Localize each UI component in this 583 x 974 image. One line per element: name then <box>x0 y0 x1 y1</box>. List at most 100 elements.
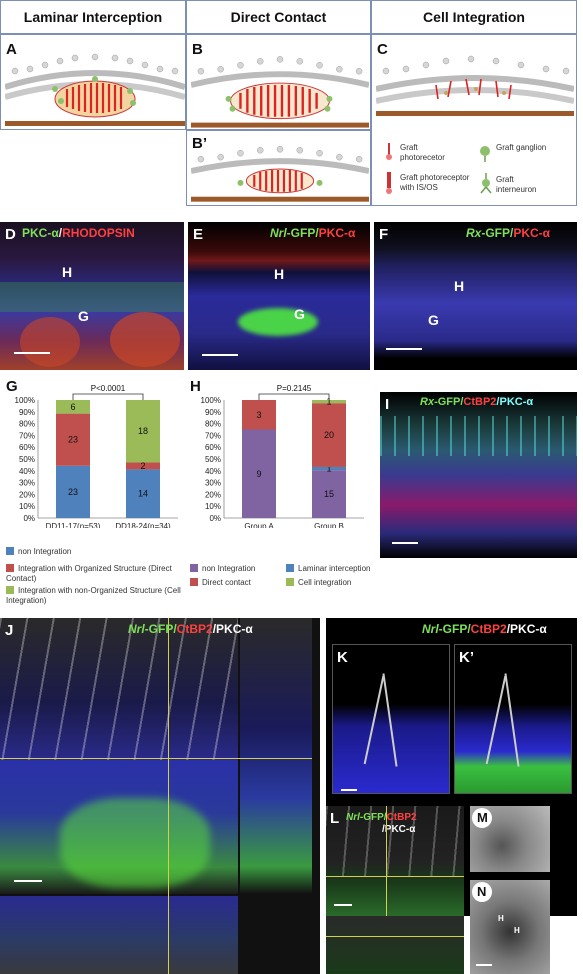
chart-g-bar-segment <box>56 465 90 518</box>
legend-h-laminar: Laminar interception <box>286 564 386 574</box>
panel-letter: F <box>379 226 389 243</box>
chart-h-significance-bracket <box>258 393 330 400</box>
panel-letter: B <box>192 41 203 58</box>
scale-bar <box>392 542 418 544</box>
header-laminar-interception: Laminar Interception <box>0 0 186 34</box>
panel-letter: K’ <box>459 649 474 666</box>
graft-photoreceptor-label: Graft photorecetor <box>400 143 445 162</box>
chart-g-bar-segment <box>126 462 160 470</box>
layer-label-h: H <box>62 264 73 280</box>
chart-h-bar-segment <box>312 403 346 467</box>
scale-bar <box>14 880 42 882</box>
chart-g-x-tick-label: DD18-24(n=34) <box>115 522 171 528</box>
direct-contact-diagram <box>191 56 369 128</box>
direct-contact-variant-diagram <box>191 146 369 202</box>
chart-h-y-tick-label: 90% <box>205 408 221 417</box>
chart-h-y-tick-label: 60% <box>205 443 221 452</box>
graft-photoreceptor-isos-label: Graft photoreceptor with IS/OS <box>400 173 470 192</box>
panel-letter: B’ <box>192 135 207 152</box>
scale-bar <box>334 904 352 906</box>
chart-h-x-tick-label: Group B <box>314 522 344 528</box>
chart-g-bar-value-label: 23 <box>68 487 78 497</box>
chart-h-x-tick-label: Group A <box>244 522 274 528</box>
chart-h: 0% 10% 20% 30% 40% 50% 60% 70% 80% 90% 100% 9 3 Group… <box>201 384 364 528</box>
micrograph-k-prime: K’ <box>454 644 572 794</box>
chart-g-significance-bracket <box>72 393 144 400</box>
panel-letter: G <box>6 378 18 395</box>
chart-h-bar-value-label: 1 <box>326 464 331 474</box>
chart-h-y-tick-label: 10% <box>205 502 221 511</box>
chart-g-y-tick-label: 20% <box>19 490 35 499</box>
panel-letter: L <box>330 810 340 827</box>
chart-g-y-tick-label: 40% <box>19 467 35 476</box>
panel-a-box: A <box>0 34 186 130</box>
em-image-n: N H H <box>470 880 550 974</box>
chart-g-bar-segment <box>126 400 160 463</box>
layer-label-g: G <box>428 312 439 328</box>
stain-label: PKC-α/RHODOPSIN <box>22 226 135 240</box>
chart-g-bar-segment <box>56 413 90 466</box>
panel-c-box: C Graft photorecetor Graft ganglion Graf… <box>371 34 577 206</box>
chart-g-bar-value-label: 6 <box>70 402 75 412</box>
panel-letter: K <box>337 649 348 666</box>
micrograph-k: K <box>332 644 450 794</box>
stain-label: Rx-GFP/PKC-α <box>466 226 551 240</box>
chart-g-x-tick-label: DD11-17(n=53) <box>46 522 101 528</box>
panel-letter: I <box>385 396 390 413</box>
stain-label: Nrl-GFP/CtBP2/PKC-α <box>422 622 547 636</box>
panel-letter: H <box>190 378 201 395</box>
chart-h-y-tick-label: 80% <box>205 420 221 429</box>
stain-label: Nrl-GFP/CtBP2/PKC-α <box>128 622 253 636</box>
chart-h-bar-value-label: 3 <box>256 410 261 420</box>
chart-g-bar-value-label: 2 <box>140 461 145 471</box>
layer-label-h: H <box>274 266 285 282</box>
panel-letter: M <box>477 810 488 825</box>
panel-letter: D <box>5 226 16 243</box>
chart-g-y-tick-label: 100% <box>15 396 35 405</box>
laminar-interception-diagram <box>5 53 185 126</box>
scale-bar <box>386 348 422 350</box>
graft-ganglion-icon <box>480 146 490 162</box>
chart-h-p-value: P=0.2145 <box>277 384 312 393</box>
chart-g-bar-value-label: 23 <box>68 435 78 445</box>
chart-h-bar-segment <box>312 466 346 471</box>
chart-g-y-tick-label: 60% <box>19 443 35 452</box>
chart-g-y-tick-label: 90% <box>19 408 35 417</box>
chart-g-bar-value-label: 14 <box>138 489 148 499</box>
em-image-m: M <box>470 806 550 872</box>
layer-label-g: G <box>78 308 89 324</box>
em-label-h: H <box>514 926 520 935</box>
graft-interneuron-label: Graft interneuron <box>496 175 537 194</box>
chart-g-y-tick-label: 50% <box>19 455 35 464</box>
micrograph-i: I Rx-GFP/CtBP2/PKC-α <box>380 392 577 558</box>
chart-h-bar-segment <box>242 429 276 518</box>
chart-h-bar-segment <box>312 400 346 404</box>
legend-g-direct-contact: Integration with Organized Structure (Di… <box>6 564 172 583</box>
chart-g-bar-value-label: 18 <box>138 426 148 436</box>
graft-interneuron-icon <box>480 173 492 194</box>
em-label-h: H <box>498 914 504 923</box>
chart-h-bar-value-label: 9 <box>256 469 261 479</box>
micrograph-l: L Nrl-GFP/CtBP2/PKC-α <box>326 806 464 916</box>
chart-h-bar-value-label: 20 <box>324 430 334 440</box>
micrograph-k-group: Nrl-GFP/CtBP2/PKC-α K K’ L Nrl-GFP/CtBP2… <box>326 618 577 916</box>
chart-h-bar-value-label: 1 <box>326 397 331 407</box>
legend-g-non-integration: non Integration <box>6 547 186 557</box>
scale-bar <box>476 964 492 966</box>
chart-h-y-tick-label: 100% <box>201 396 221 405</box>
legend-g-cell-integration: Integration with non-Organized Structure… <box>6 586 181 605</box>
chart-g-bar-segment <box>56 400 90 414</box>
chart-h-bar-value-label: 15 <box>324 489 334 499</box>
graft-photoreceptor-isos-icon <box>386 172 392 194</box>
chart-h-y-tick-label: 40% <box>205 467 221 476</box>
chart-g: 0% 10% 20% 30% 40% 50% 60% 70% 80% 90% 100% 23 23 6 DD… <box>15 384 178 528</box>
panel-letter: A <box>6 41 17 58</box>
panel-letter: J <box>5 622 14 639</box>
header-cell-integration: Cell Integration <box>371 0 577 34</box>
graft-photoreceptor-icon <box>386 143 392 160</box>
legend-h-direct-contact: Direct contact <box>190 578 280 588</box>
chart-g-y-tick-label: 0% <box>23 514 35 523</box>
layer-label-g: G <box>294 306 305 322</box>
panel-b2-box: B’ <box>186 130 371 206</box>
layer-label-h: H <box>454 278 465 294</box>
